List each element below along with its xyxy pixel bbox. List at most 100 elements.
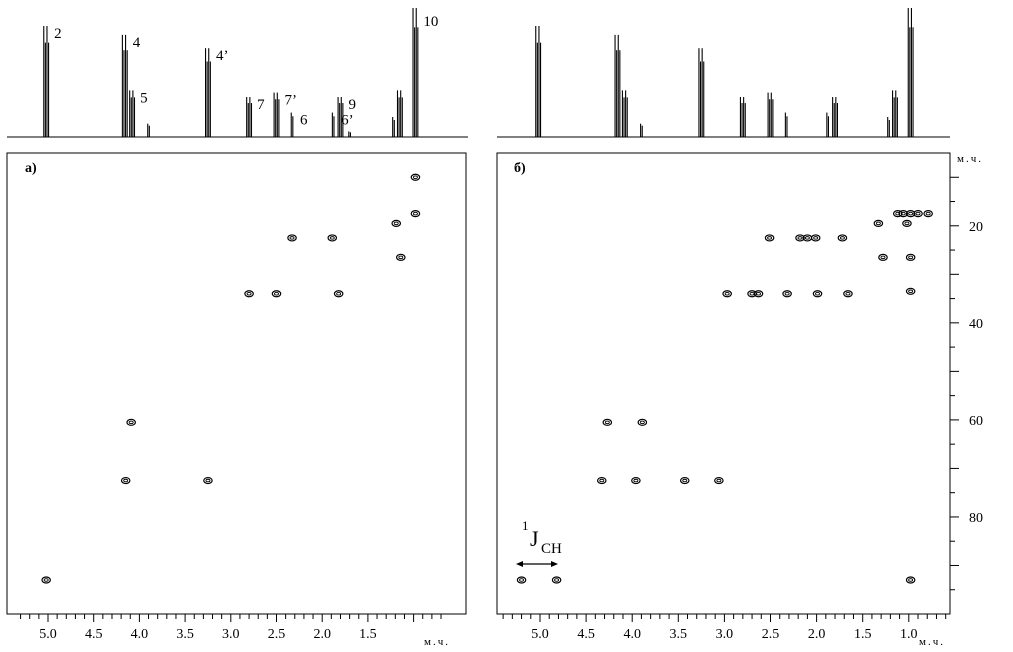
cross-peak [551, 576, 562, 584]
cross-peak [905, 576, 916, 584]
spectrum-peak [698, 48, 705, 137]
x-tick-label: 4.5 [85, 627, 103, 642]
cross-peak [244, 290, 254, 298]
cross-peak [410, 173, 421, 181]
spectrum-peak [826, 112, 830, 137]
panel-label-a: а) [25, 161, 37, 176]
spectrum-peak [614, 34, 621, 137]
cross-peak [602, 418, 613, 426]
x-tick-label: 1.5 [359, 627, 377, 642]
spectrum-peak-label: 7’ [285, 93, 298, 109]
cross-peak [596, 476, 607, 485]
x-unit-a: м.ч. [424, 636, 450, 648]
spectrum-peak [535, 26, 542, 137]
cross-peak [271, 290, 282, 298]
x-tick-label: 2.5 [762, 627, 780, 642]
spectrum-peak [273, 92, 280, 137]
coupling-symbol: J [530, 526, 539, 551]
cross-peak [795, 234, 805, 242]
spectrum-peak [147, 123, 150, 137]
x-tick-label: 5.0 [39, 627, 57, 642]
x-axis-b: 5.0 4.5 4.0 3.5 3.0 2.5 2.0 1.5 1.0 [502, 614, 947, 642]
cross-peak [714, 476, 724, 485]
spectrum-peak [290, 112, 294, 137]
spectrum-peak-label: 9 [348, 97, 356, 113]
cross-peak [898, 210, 909, 218]
panel-a: 2 4 5 4’ 7 7’6 6’9 10 а) 5.0 4.5 4.0 3.5 3.0 2.5 2.0 1… [6, 8, 468, 648]
plot-frame-b [496, 152, 951, 615]
cross-peak [516, 576, 527, 584]
cross-peak [391, 219, 402, 227]
spectrum-peak-label: 4 [133, 35, 141, 51]
cross-peak [892, 210, 903, 218]
cross-peaks-a [41, 173, 421, 584]
y-tick-label: 60 [969, 414, 983, 429]
y-tick-label: 40 [969, 317, 983, 332]
cross-peak [333, 290, 344, 298]
spectrum-peak-label: 7 [257, 97, 265, 113]
cross-peak [810, 234, 821, 242]
x-tick-label: 1.5 [854, 627, 872, 642]
cross-peak [41, 576, 51, 584]
x-tick-label: 3.5 [176, 627, 194, 642]
cross-peak [902, 219, 912, 227]
spectrum-peak [892, 90, 898, 137]
cross-peak [637, 418, 648, 426]
spectrum-peak-label: 6’ [341, 113, 354, 129]
proton-spectrum-b [497, 8, 950, 138]
spectrum-peak [784, 112, 788, 137]
plot-frame-a [6, 152, 467, 615]
cross-peak [120, 476, 131, 485]
cross-peaks-b [516, 210, 933, 584]
spectrum-peak-label: 5 [140, 90, 148, 106]
x-tick-label: 4.5 [577, 627, 595, 642]
spectrum-peak [396, 90, 403, 137]
spectrum-peak [621, 90, 628, 137]
cross-peak [327, 234, 338, 242]
cross-peak [873, 219, 884, 227]
cross-peak [905, 253, 916, 261]
cross-peak [679, 476, 690, 485]
y-unit-b: м.ч. [957, 153, 983, 165]
coupling-annotation: 1 J CH [516, 518, 562, 567]
cross-peak [812, 290, 823, 298]
x-tick-label: 2.0 [808, 627, 826, 642]
coupling-subscript: CH [541, 541, 562, 557]
cross-peak [287, 234, 297, 242]
arrow-head-right [551, 561, 558, 567]
x-tick-label: 2.5 [268, 627, 286, 642]
x-tick-label: 3.5 [670, 627, 688, 642]
spectrum-peak-label: 6 [300, 113, 308, 129]
spectrum-peak [246, 97, 253, 137]
spectrum-peak [205, 48, 211, 137]
spectrum-peak [348, 131, 351, 137]
cross-peak [782, 290, 792, 298]
spectrum-peak [121, 34, 128, 137]
panel-label-b: б) [514, 161, 526, 176]
spectrum-peak [640, 123, 643, 137]
x-tick-label: 1.0 [900, 627, 918, 642]
cross-peak [913, 210, 923, 218]
y-tick-label: 20 [969, 220, 983, 235]
cross-peak [837, 234, 848, 242]
spectrum-peak [129, 90, 136, 137]
y-axis-b: 20 40 60 80 [950, 176, 983, 591]
spectrum-peak [739, 97, 746, 137]
x-tick-label: 2.0 [313, 627, 331, 642]
x-tick-label: 5.0 [531, 627, 549, 642]
cross-peak [203, 476, 213, 485]
cross-peak [631, 476, 641, 485]
spectrum-peak [907, 8, 914, 137]
spectrum-peak [331, 112, 335, 137]
coupling-superscript: 1 [522, 518, 529, 533]
spectrum-peak [337, 97, 344, 137]
x-unit-b: м.ч. [919, 636, 945, 648]
spectrum-peak [887, 117, 890, 137]
arrow-head-left [516, 561, 523, 567]
x-tick-label: 3.0 [222, 627, 240, 642]
cross-peak [126, 418, 136, 426]
x-tick-label: 4.0 [623, 627, 641, 642]
x-tick-label: 3.0 [716, 627, 734, 642]
cross-peak [753, 290, 764, 298]
y-tick-label: 80 [969, 511, 983, 526]
